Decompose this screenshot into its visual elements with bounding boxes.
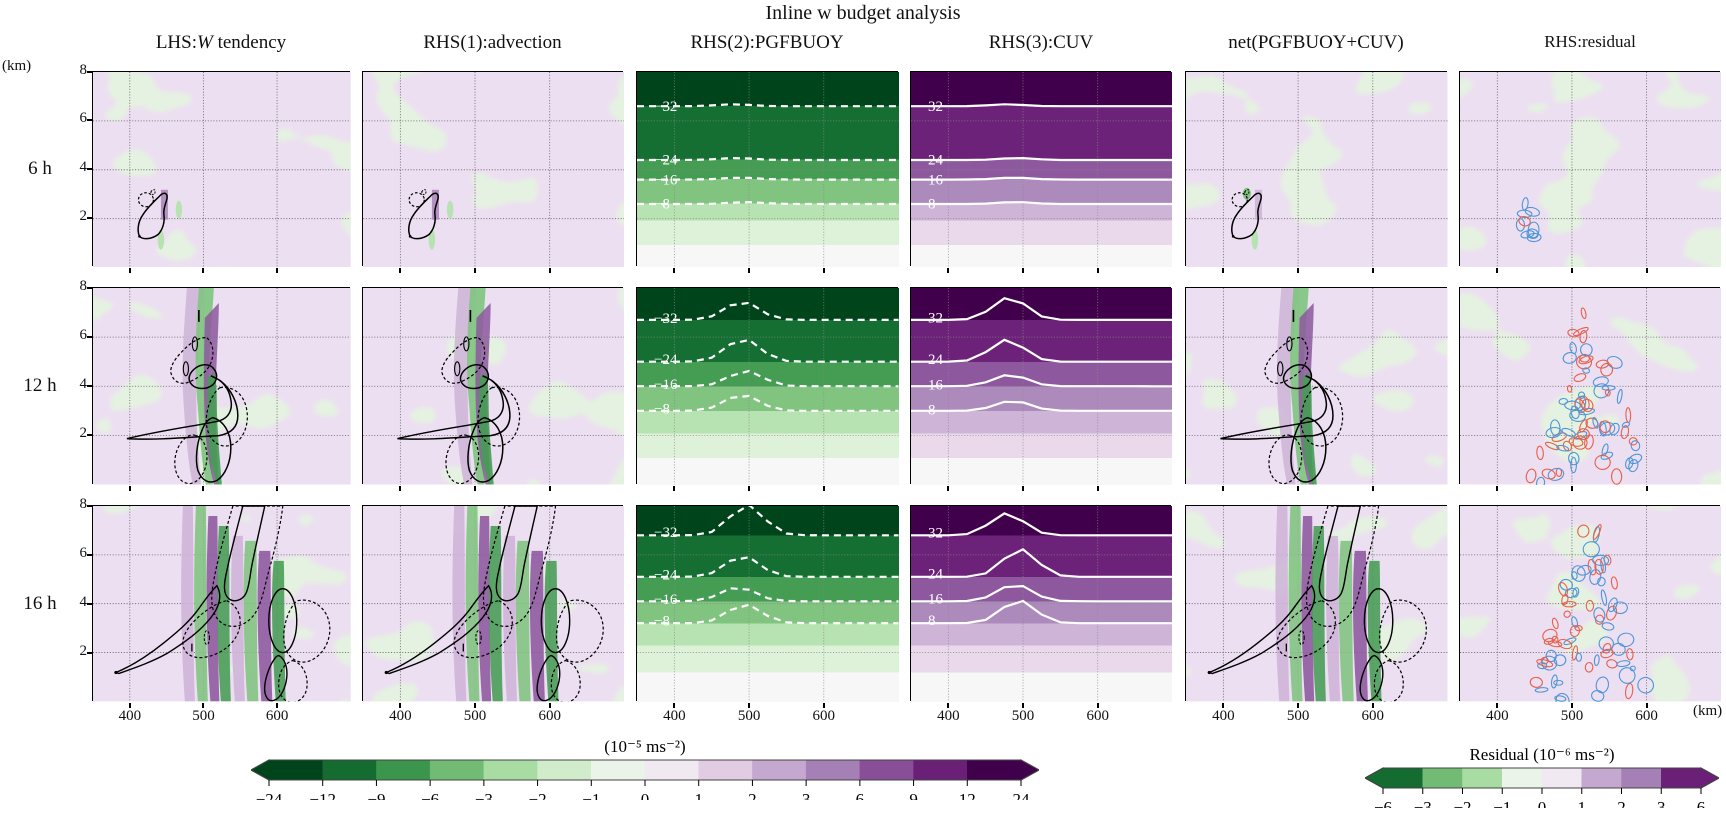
svg-text:−6: −6	[421, 790, 439, 800]
svg-text:16: 16	[928, 172, 943, 188]
svg-text:2: 2	[1617, 798, 1626, 808]
svg-text:32: 32	[928, 98, 943, 114]
svg-text:2: 2	[748, 790, 757, 800]
svg-text:−3: −3	[1414, 798, 1432, 808]
svg-text:−32: −32	[654, 311, 677, 327]
svg-text:−16: −16	[654, 377, 678, 393]
svg-text:12: 12	[959, 790, 976, 800]
svg-text:1: 1	[694, 790, 703, 800]
svg-text:−24: −24	[654, 568, 678, 584]
svg-text:9: 9	[909, 790, 918, 800]
svg-text:−32: −32	[654, 525, 677, 541]
svg-text:8: 8	[928, 613, 936, 629]
svg-text:8: 8	[928, 196, 936, 212]
svg-text:−1: −1	[582, 790, 600, 800]
svg-text:32: 32	[928, 526, 943, 542]
svg-text:0: 0	[641, 790, 650, 800]
svg-text:−6: −6	[1374, 798, 1392, 808]
svg-text:−8: −8	[654, 614, 670, 630]
svg-text:6: 6	[856, 790, 865, 800]
svg-text:−24: −24	[256, 790, 283, 800]
svg-text:−1: −1	[1493, 798, 1511, 808]
svg-text:−16: −16	[654, 592, 678, 608]
svg-text:1: 1	[1578, 798, 1587, 808]
svg-text:0: 0	[1538, 798, 1547, 808]
svg-text:−2: −2	[529, 790, 547, 800]
svg-text:−24: −24	[654, 152, 678, 168]
svg-text:3: 3	[802, 790, 811, 800]
svg-text:16: 16	[928, 592, 943, 608]
svg-text:16: 16	[928, 378, 943, 394]
svg-text:−9: −9	[367, 790, 385, 800]
svg-text:−8: −8	[654, 196, 670, 212]
svg-text:3: 3	[1657, 798, 1666, 808]
svg-text:−16: −16	[654, 172, 678, 188]
svg-text:24: 24	[928, 152, 943, 168]
svg-text:8: 8	[928, 402, 936, 418]
svg-text:24: 24	[928, 567, 943, 583]
svg-text:−32: −32	[654, 98, 677, 114]
svg-text:−3: −3	[475, 790, 493, 800]
svg-text:(10⁻⁵ ms⁻²): (10⁻⁵ ms⁻²)	[604, 740, 685, 756]
svg-text:Residual (10⁻⁶ ms⁻²): Residual (10⁻⁶ ms⁻²)	[1469, 748, 1614, 764]
svg-text:−12: −12	[309, 790, 336, 800]
svg-text:32: 32	[928, 310, 943, 326]
svg-text:24: 24	[1013, 790, 1031, 800]
svg-text:−8: −8	[654, 401, 670, 417]
svg-text:6: 6	[1697, 798, 1706, 808]
svg-text:24: 24	[928, 352, 943, 368]
svg-text:−24: −24	[654, 352, 678, 368]
svg-text:−2: −2	[1453, 798, 1471, 808]
